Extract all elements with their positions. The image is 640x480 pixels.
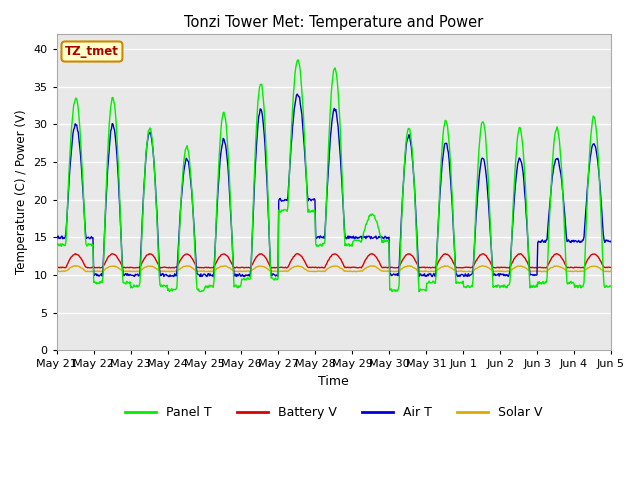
Title: Tonzi Tower Met: Temperature and Power: Tonzi Tower Met: Temperature and Power	[184, 15, 483, 30]
Legend: Panel T, Battery V, Air T, Solar V: Panel T, Battery V, Air T, Solar V	[120, 401, 548, 424]
X-axis label: Time: Time	[319, 375, 349, 388]
Text: TZ_tmet: TZ_tmet	[65, 45, 119, 58]
Y-axis label: Temperature (C) / Power (V): Temperature (C) / Power (V)	[15, 110, 28, 275]
